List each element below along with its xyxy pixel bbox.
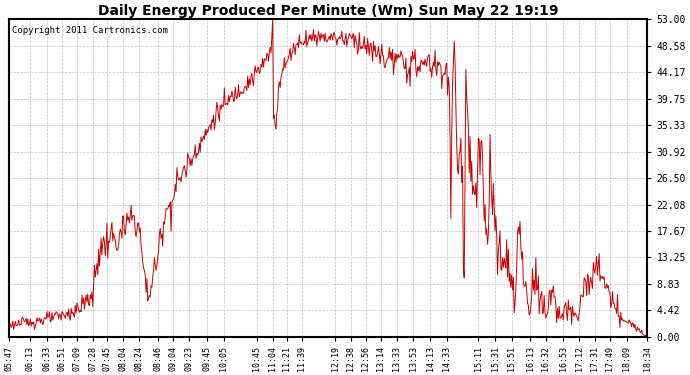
Title: Daily Energy Produced Per Minute (Wm) Sun May 22 19:19: Daily Energy Produced Per Minute (Wm) Su… xyxy=(98,4,558,18)
Text: Copyright 2011 Cartronics.com: Copyright 2011 Cartronics.com xyxy=(12,26,168,34)
